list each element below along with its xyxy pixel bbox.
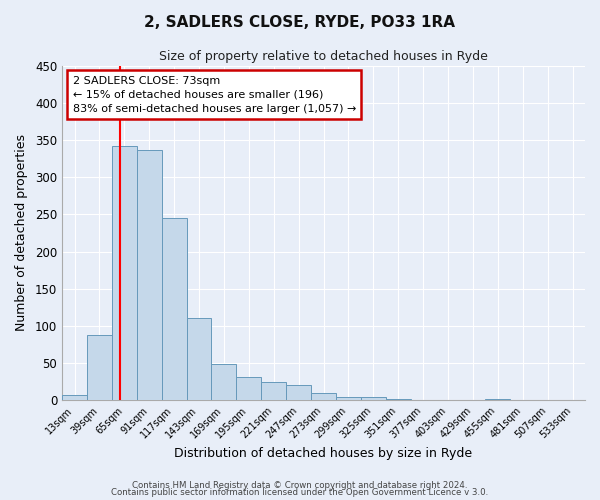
Bar <box>211 364 236 401</box>
Text: Contains HM Land Registry data © Crown copyright and database right 2024.: Contains HM Land Registry data © Crown c… <box>132 480 468 490</box>
Bar <box>187 318 211 400</box>
Bar <box>62 395 87 400</box>
Bar <box>361 398 386 400</box>
Text: 2 SADLERS CLOSE: 73sqm
← 15% of detached houses are smaller (196)
83% of semi-de: 2 SADLERS CLOSE: 73sqm ← 15% of detached… <box>73 76 356 114</box>
Bar <box>87 335 112 400</box>
Text: Contains public sector information licensed under the Open Government Licence v : Contains public sector information licen… <box>112 488 488 497</box>
X-axis label: Distribution of detached houses by size in Ryde: Distribution of detached houses by size … <box>175 447 473 460</box>
Bar <box>336 396 361 400</box>
Bar <box>137 150 161 400</box>
Bar <box>485 399 510 400</box>
Bar <box>236 377 261 400</box>
Bar <box>386 399 410 400</box>
Bar <box>161 218 187 400</box>
Title: Size of property relative to detached houses in Ryde: Size of property relative to detached ho… <box>159 50 488 63</box>
Bar <box>261 382 286 400</box>
Bar <box>112 146 137 401</box>
Y-axis label: Number of detached properties: Number of detached properties <box>15 134 28 332</box>
Text: 2, SADLERS CLOSE, RYDE, PO33 1RA: 2, SADLERS CLOSE, RYDE, PO33 1RA <box>145 15 455 30</box>
Bar <box>286 384 311 400</box>
Bar <box>311 393 336 400</box>
